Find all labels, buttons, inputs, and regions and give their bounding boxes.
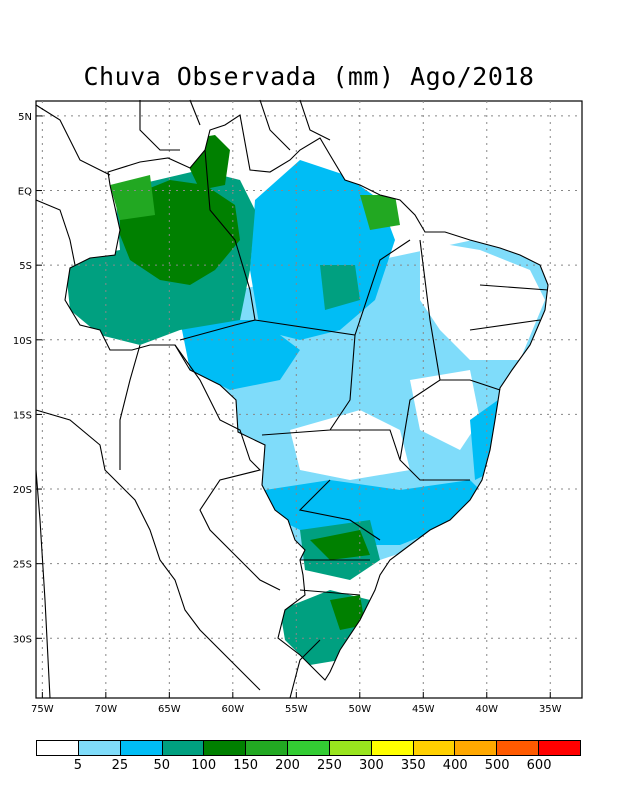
legend-swatch [204,741,247,755]
lat-label: 15S [13,410,32,421]
legend-swatch [288,741,330,755]
lat-label: 10S [13,336,32,347]
lat-label: 30S [13,634,32,645]
lat-label: 20S [13,485,32,496]
lon-label: 50W [348,704,371,715]
lat-label: 25S [13,560,32,571]
legend-label: 500 [484,758,510,773]
legend-label: 400 [442,758,468,773]
field-mid-green-marajo [360,195,400,230]
field-green-rgs [330,595,365,630]
lon-label: 75W [31,704,54,715]
legend-swatch [246,741,289,755]
legend-label: 150 [233,758,259,773]
legend-swatch [162,741,205,755]
field-green-south [310,530,370,560]
field-blue-south-amazon [180,320,300,390]
grid-layer [36,101,582,698]
field-dry-northeast [420,240,545,360]
map-title: Chuva Observada (mm) Ago/2018 [83,62,535,91]
lon-label: 45W [412,704,435,715]
legend-swatch [413,741,456,755]
legend-label: 5 [73,758,83,773]
rainfall-fields [65,115,548,680]
legend-swatch [539,741,580,755]
neighbor-borders [35,99,331,699]
lon-label: 55W [285,704,308,715]
legend-swatch [455,741,498,755]
tick-labels: 75W 70W 65W 60W 55W 50W 45W 40W 35W 5N EQ 5S 10S 15S 2… [13,112,562,715]
lat-label: EQ [18,187,32,198]
lon-label: 65W [158,704,181,715]
legend-label: 300 [358,758,384,773]
plot-frame [35,100,583,699]
legend-label: 25 [111,758,129,773]
lat-label: 5S [19,261,32,272]
legend-swatch [120,741,163,755]
legend-swatch [371,741,414,755]
field-teal-para-blob [320,265,360,310]
legend-swatch [329,741,372,755]
legend-label: 100 [191,758,217,773]
legend-label: 350 [400,758,426,773]
lon-label: 60W [222,704,245,715]
lat-label: 5N [18,112,32,123]
legend-swatch [497,741,540,755]
lon-label: 70W [95,704,118,715]
legend-swatch [78,741,121,755]
legend-label: 200 [275,758,300,773]
field-dry-bahia [410,370,480,450]
lon-label: 40W [475,704,498,715]
color-legend [36,740,581,756]
legend-labels: 5 25 50 100 150 200 250 300 350 400 500 600 [36,758,581,776]
field-dry-central [290,410,410,480]
legend-swatch [37,741,79,755]
borders [35,99,549,699]
state-borders [179,149,549,596]
legend-label: 50 [153,758,171,773]
lon-label: 35W [539,704,562,715]
legend-label: 250 [317,758,342,773]
field-mid-green-amazon [110,175,155,220]
legend-label: 600 [526,758,552,773]
